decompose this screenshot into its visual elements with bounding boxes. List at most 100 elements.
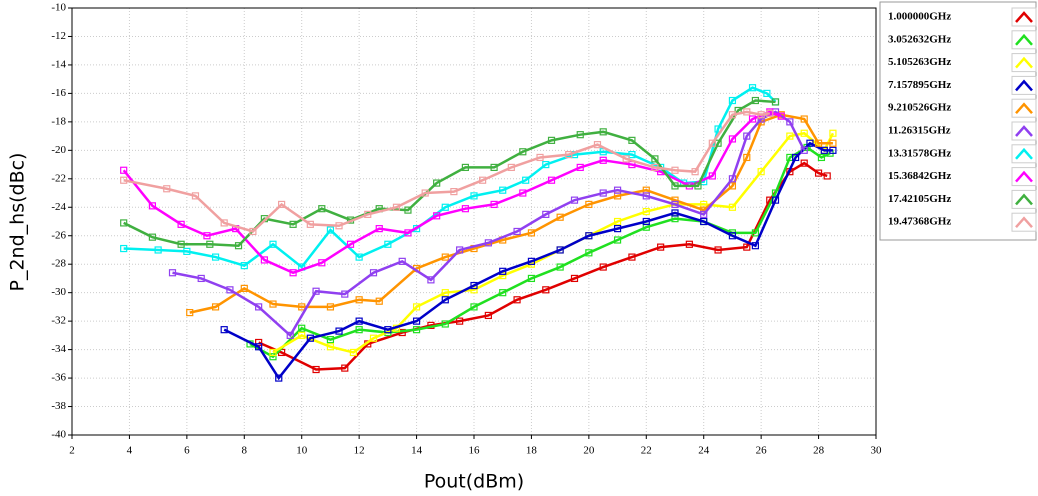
point-marker: [490, 200, 498, 209]
legend-label: 19.47368GHz: [888, 216, 951, 228]
point-marker: [820, 146, 828, 154]
point-marker: [823, 172, 831, 180]
legend-box: [879, 1, 1037, 241]
point-marker: [326, 343, 335, 351]
plot-frame: [71, 7, 877, 436]
point-marker: [519, 189, 527, 197]
legend-label: 17.42105GHz: [888, 193, 951, 205]
point-marker: [642, 207, 650, 216]
point-marker: [599, 189, 607, 197]
point-marker: [728, 96, 737, 105]
point-marker: [527, 274, 536, 283]
legend-icon-box: [1011, 75, 1037, 95]
series-line: [122, 110, 782, 275]
point-marker: [613, 217, 622, 226]
point-marker: [708, 139, 716, 147]
legend-label: 5.105263GHz: [888, 56, 951, 68]
point-marker: [714, 246, 722, 254]
legend-icon-box: [1011, 30, 1037, 50]
point-marker: [384, 326, 392, 334]
point-marker: [576, 163, 584, 172]
x-tick-label: 2: [69, 445, 75, 457]
y-tick-label: -20: [51, 144, 66, 156]
point-marker: [335, 222, 343, 230]
point-marker: [120, 244, 128, 253]
point-marker: [349, 348, 357, 357]
point-marker: [748, 84, 757, 92]
x-tick-label: 30: [871, 445, 883, 457]
point-marker: [757, 168, 765, 176]
point-marker: [527, 229, 536, 237]
point-marker: [120, 176, 128, 184]
point-marker: [312, 287, 320, 295]
point-marker: [743, 132, 751, 140]
point-marker: [671, 200, 679, 209]
point-marker: [148, 233, 156, 241]
point-marker: [168, 269, 177, 277]
point-marker: [565, 151, 573, 159]
point-marker: [240, 262, 248, 270]
point-marker: [461, 163, 469, 172]
point-marker: [120, 166, 128, 174]
point-marker: [461, 205, 469, 213]
point-marker: [355, 296, 363, 304]
point-marker: [326, 303, 335, 311]
point-marker: [685, 240, 693, 248]
point-marker: [412, 317, 421, 325]
point-marker: [412, 303, 421, 311]
point-marker: [728, 182, 737, 190]
point-marker: [260, 256, 268, 264]
y-tick-label: -18: [51, 115, 66, 127]
legend-icon: [1015, 147, 1033, 160]
point-marker: [470, 303, 478, 311]
point-marker: [441, 320, 449, 328]
x-tick-label: 18: [526, 445, 538, 457]
point-marker: [484, 311, 492, 320]
point-marker: [519, 148, 527, 156]
point-marker: [599, 263, 607, 271]
point-marker: [728, 203, 737, 211]
legend-icon-box: [1011, 212, 1037, 232]
point-marker: [255, 303, 263, 311]
point-marker: [585, 200, 593, 209]
point-marker: [507, 163, 515, 172]
point-marker: [427, 276, 435, 284]
point-marker: [800, 115, 808, 123]
point-marker: [814, 139, 823, 147]
y-tick-label: -16: [51, 87, 66, 99]
point-marker: [708, 172, 716, 180]
legend-icon-box: [1011, 7, 1037, 27]
y-tick-label: -12: [51, 30, 66, 42]
point-marker: [326, 226, 335, 234]
point-marker: [490, 163, 498, 172]
legend-icon: [1015, 11, 1033, 23]
point-marker: [593, 141, 602, 149]
point-marker: [186, 308, 194, 317]
legend-icon: [1015, 125, 1033, 137]
point-marker: [613, 236, 622, 244]
legend-icon-box: [1011, 189, 1037, 209]
point-marker: [326, 336, 335, 344]
point-marker: [433, 212, 441, 220]
point-marker: [771, 196, 780, 204]
point-marker: [289, 220, 297, 228]
point-marker: [743, 243, 751, 251]
point-marker: [728, 135, 737, 143]
legend-icon: [1015, 216, 1033, 229]
point-marker: [375, 225, 383, 233]
point-marker: [412, 326, 421, 334]
point-marker: [547, 176, 556, 184]
x-tick-label: 24: [698, 445, 710, 457]
point-marker: [751, 96, 760, 105]
point-marker: [728, 111, 737, 119]
point-marker: [441, 203, 449, 211]
x-tick-label: 22: [641, 445, 652, 457]
point-marker: [829, 146, 837, 154]
point-marker: [800, 159, 808, 167]
point-marker: [211, 253, 220, 261]
point-marker: [691, 168, 699, 176]
point-marker: [404, 229, 412, 237]
legend-label: 15.36842GHz: [888, 170, 951, 182]
legend-icon-box: [1011, 167, 1037, 187]
legend-icon: [1015, 193, 1033, 206]
